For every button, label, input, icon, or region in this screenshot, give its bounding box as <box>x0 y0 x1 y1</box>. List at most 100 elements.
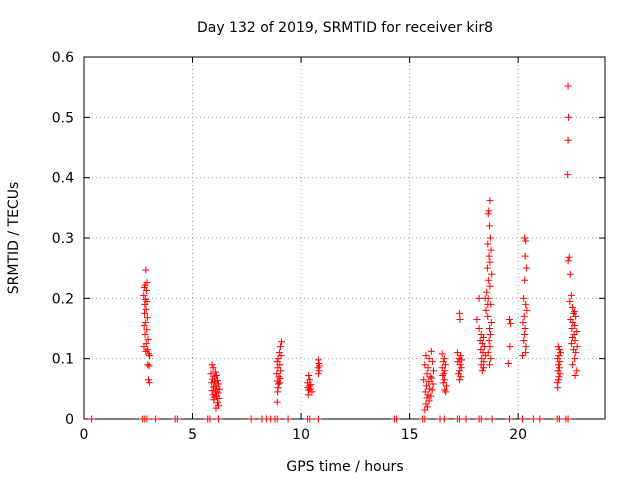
data-point <box>88 415 96 423</box>
data-point <box>573 367 581 375</box>
data-point <box>146 352 154 360</box>
data-point <box>554 384 562 392</box>
data-point <box>441 386 449 394</box>
data-point <box>554 343 562 351</box>
data-point <box>520 294 528 302</box>
data-point <box>443 382 451 390</box>
data-point <box>141 309 149 317</box>
data-point <box>141 331 149 339</box>
x-tick-label: 15 <box>401 427 419 443</box>
data-point <box>486 331 494 339</box>
data-point <box>212 404 220 412</box>
data-point <box>215 415 223 423</box>
data-point <box>522 349 530 357</box>
data-point <box>477 415 485 423</box>
data-point <box>145 350 153 358</box>
data-point <box>457 373 465 381</box>
data-point <box>485 337 493 345</box>
data-point <box>519 318 527 326</box>
data-point <box>208 379 216 387</box>
data-point <box>523 306 531 314</box>
data-point <box>144 346 152 354</box>
data-point <box>425 378 433 386</box>
data-point <box>521 325 529 332</box>
data-point <box>315 367 323 375</box>
chart-title: Day 132 of 2019, SRMTID for receiver kir… <box>197 20 493 36</box>
data-point <box>440 376 448 384</box>
data-point <box>487 300 495 308</box>
data-point <box>456 309 464 317</box>
data-point <box>475 325 483 332</box>
data-point <box>488 415 496 423</box>
y-tick-label: 0.2 <box>52 291 74 307</box>
data-point <box>211 368 219 376</box>
data-point <box>276 343 284 351</box>
data-point <box>306 385 314 393</box>
data-point <box>277 367 285 375</box>
data-point <box>140 343 148 351</box>
data-point <box>566 270 574 278</box>
y-tick-label: 0.4 <box>52 171 74 187</box>
data-point <box>442 388 450 396</box>
data-point <box>564 136 572 144</box>
data-point <box>211 378 219 386</box>
grid-lines <box>84 57 605 419</box>
data-point <box>484 349 492 357</box>
x-tick-label: 0 <box>80 427 89 443</box>
data-point <box>453 349 461 357</box>
data-point <box>521 252 529 260</box>
data-point <box>485 207 493 215</box>
data-point <box>484 210 492 218</box>
axis-ticks: 0 5 10 15 20 0 0.1 0.2 0.3 0.4 0.5 0.6 <box>52 50 605 443</box>
data-point <box>482 306 490 314</box>
data-point <box>284 415 292 423</box>
data-point <box>308 388 316 396</box>
data-point <box>571 337 579 345</box>
data-point <box>440 370 448 378</box>
data-point <box>529 415 537 423</box>
data-point <box>421 415 429 423</box>
y-tick-label: 0.3 <box>52 231 74 247</box>
data-point <box>275 373 283 381</box>
y-axis-label: SRMTID / TECUs <box>6 182 22 295</box>
data-point <box>572 349 580 357</box>
data-point <box>173 415 181 423</box>
y-tick-label: 0 <box>65 412 74 428</box>
data-point <box>564 257 572 265</box>
data-point <box>564 82 572 90</box>
data-point <box>522 237 530 245</box>
data-point <box>314 364 322 372</box>
data-point <box>536 415 544 423</box>
data-point <box>216 385 224 393</box>
data-point <box>486 361 494 369</box>
data-point <box>429 380 437 388</box>
data-point <box>278 338 286 346</box>
data-point <box>141 300 149 308</box>
data-point <box>140 321 148 329</box>
data-point <box>143 326 151 334</box>
data-point <box>462 415 470 423</box>
data-point <box>478 367 486 375</box>
data-point <box>275 349 283 357</box>
data-point <box>441 361 449 369</box>
data-point <box>555 415 563 423</box>
data-point <box>422 400 430 408</box>
data-point <box>521 331 529 339</box>
data-point <box>458 356 466 364</box>
data-point <box>215 394 223 402</box>
data-point <box>426 373 434 381</box>
data-point <box>520 337 528 345</box>
data-point <box>572 312 580 320</box>
y-tick-label: 0.5 <box>52 110 74 126</box>
data-point <box>555 376 563 384</box>
data-point <box>565 253 573 261</box>
data-point <box>275 379 283 387</box>
data-point <box>571 355 579 363</box>
data-point <box>420 376 428 384</box>
data-point <box>556 349 564 357</box>
data-point <box>314 370 322 378</box>
data-point <box>507 320 515 328</box>
data-point <box>145 379 153 387</box>
data-point <box>421 406 429 414</box>
data-point <box>519 352 527 360</box>
